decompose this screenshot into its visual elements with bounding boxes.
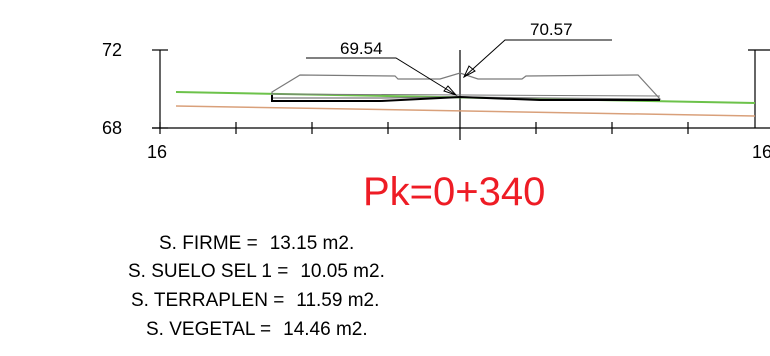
subgrade-line — [175, 105, 756, 117]
area-label: S. SUELO SEL 1 = — [128, 261, 289, 282]
area-label: S. VEGETAL = — [146, 319, 272, 340]
area-value: 14.46 m2. — [283, 319, 368, 340]
x-label-left: 16 — [147, 142, 167, 162]
area-suelo-row: S. SUELO SEL 1 = 10.05 m2. — [128, 262, 385, 281]
leader-left-arrow — [443, 85, 458, 97]
road-layer-line — [271, 93, 661, 97]
y-label-72: 72 — [102, 40, 122, 60]
x-ticks — [159, 122, 689, 134]
leader-right-arrow — [462, 65, 476, 79]
leader-right — [463, 39, 612, 78]
road-template — [271, 72, 662, 100]
area-value: 13.15 m2. — [269, 233, 355, 254]
area-label: S. FIRME = — [159, 233, 258, 254]
area-firme-row: S. FIRME = 13.15 m2. — [159, 234, 354, 253]
x-label-right: 16 — [752, 142, 770, 162]
area-label: S. TERRAPLEN = — [131, 290, 285, 311]
area-terraplen-row: S. TERRAPLEN = 11.59 m2. — [131, 291, 379, 310]
y-label-68: 68 — [102, 118, 122, 138]
area-value: 10.05 m2. — [300, 261, 385, 282]
leader-left — [306, 57, 457, 96]
firm-bottom — [271, 95, 660, 102]
area-value: 11.59 m2. — [296, 290, 380, 311]
dimension-right-label: 70.57 — [530, 20, 573, 39]
pk-station-label: Pk=0+340 — [363, 170, 546, 214]
area-vegetal-row: S. VEGETAL = 14.46 m2. — [146, 320, 368, 339]
dimension-left-label: 69.54 — [340, 39, 383, 58]
